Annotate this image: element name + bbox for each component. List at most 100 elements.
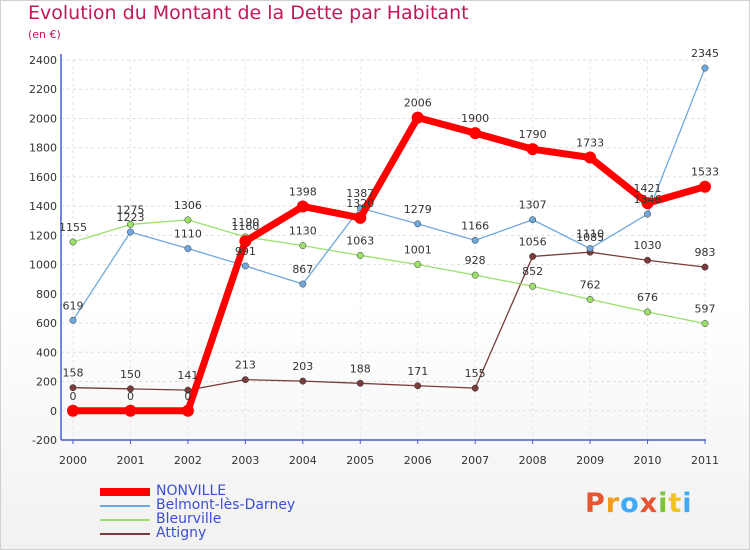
y-tick-label: 2400 [29,54,57,67]
logo-letter: t [668,488,683,519]
data-point [184,245,192,252]
data-label: 1421 [634,182,662,195]
data-label: 1307 [519,199,547,212]
x-tick-label: 2011 [691,454,719,467]
data-label: 852 [522,265,543,278]
y-tick-label: 200 [36,376,57,389]
data-label: 1275 [116,203,144,216]
data-point [414,261,422,268]
data-point [299,280,307,288]
series-line-attigny [72,251,706,391]
legend-swatch [100,533,150,535]
y-tick-label: 1800 [29,142,57,155]
data-point [184,386,192,394]
data-point [526,143,539,156]
y-tick-label: 0 [50,405,57,418]
x-tick-label: 2003 [231,454,259,467]
data-point [69,238,77,246]
data-point [701,320,709,327]
data-label: 1306 [174,199,202,212]
data-label: 0 [184,390,191,403]
data-point [414,220,422,228]
data-point [586,295,594,303]
legend-label: NONVILLE [156,483,227,499]
y-tick-label: 1000 [29,259,57,272]
legend-swatch [100,519,150,521]
x-tick-label: 2006 [404,454,432,467]
data-point [296,200,309,213]
data-point [411,111,424,124]
data-label: 1166 [461,219,489,232]
data-label: 1733 [576,136,604,149]
data-point [471,271,479,279]
data-label: 150 [120,368,141,381]
data-label: 1001 [404,243,432,256]
data-point [699,180,711,193]
y-tick-label: 1600 [29,171,57,184]
y-tick-label: 1400 [29,200,57,213]
data-point [471,384,479,392]
data-point [124,404,137,417]
data-point [644,210,651,218]
data-label: 0 [127,390,134,403]
data-label: 1790 [519,128,547,141]
legend-label: Attigny [156,525,207,541]
y-tick-label: 1200 [29,229,57,242]
data-point [356,379,364,387]
data-label: 1030 [634,239,662,252]
data-point [701,263,709,271]
data-label: 2345 [691,47,719,60]
data-point [239,235,252,248]
data-label: 203 [292,360,313,373]
data-point [69,384,77,392]
data-label: 1110 [576,228,604,241]
y-tick-label: 600 [36,317,57,330]
series-line-nonville [73,114,706,415]
x-tick-label: 2001 [116,454,144,467]
data-point [184,216,192,224]
logo-letter: o [620,488,640,519]
data-point [414,382,422,390]
x-tick-label: 2007 [461,454,489,467]
series-line-bleurville [72,219,706,325]
data-point [241,262,249,270]
logo-letter: i [658,488,669,519]
data-label: 141 [177,369,198,382]
data-label: 676 [637,291,658,304]
legend-label: Belmont-lès-Darney [156,497,296,513]
data-label: 1900 [461,112,489,125]
data-point [586,245,594,252]
data-label: 171 [407,365,428,378]
data-label: 1063 [346,234,374,247]
x-tick-label: 2002 [174,454,202,467]
data-point [469,127,482,140]
y-tick-label: -200 [32,434,57,447]
data-label: 1160 [231,220,259,233]
x-tick-label: 2000 [59,454,87,467]
x-tick-label: 2010 [634,454,662,467]
y-tick-label: 400 [36,346,57,359]
x-tick-label: 2008 [519,454,547,467]
data-label: 762 [580,278,601,291]
data-point [471,236,479,244]
logo-letter: r [605,488,621,519]
data-label: 1155 [59,221,87,234]
data-label: 991 [235,245,256,258]
data-label: 1110 [174,228,202,241]
data-point [644,256,651,264]
data-point [641,197,654,210]
x-tick-label: 2005 [346,454,374,467]
data-point [584,151,597,164]
chart-subtitle: (en €) [28,28,61,41]
data-label: 1130 [289,225,317,238]
data-label: 2006 [404,97,432,110]
data-point [67,404,79,417]
data-point [181,404,194,417]
series-line-belmont-l-s-darney [72,67,706,321]
data-point [354,211,367,224]
data-label: 1346 [634,193,662,206]
data-point [701,64,709,72]
data-point [529,252,537,260]
